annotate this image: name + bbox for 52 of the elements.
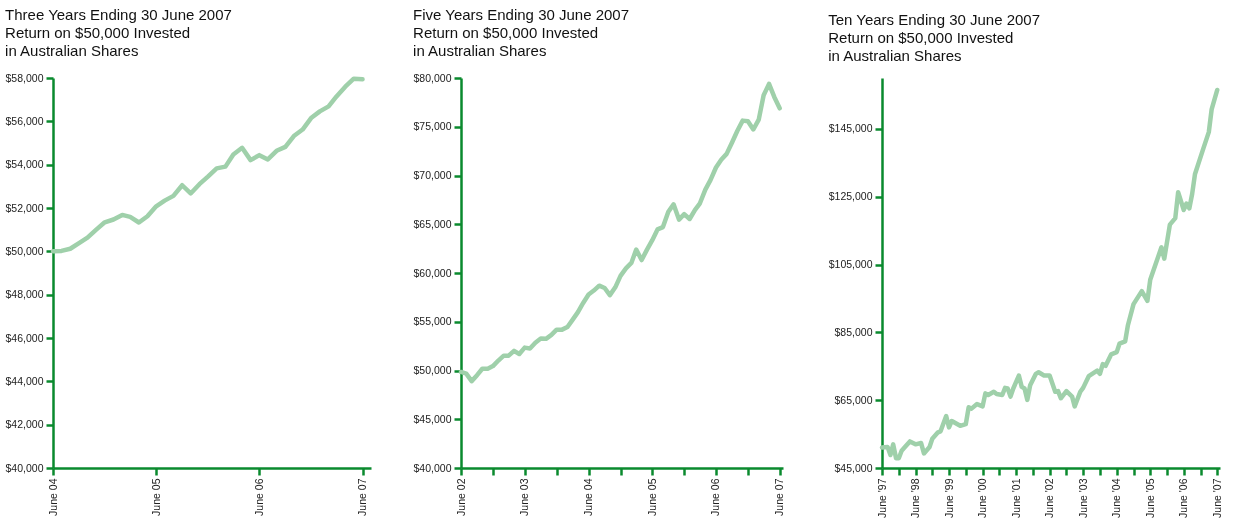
y-tick-label: $48,000 (5, 288, 44, 301)
line-series (879, 87, 1220, 461)
y-tick-label: $42,000 (5, 418, 44, 431)
line-series (458, 81, 782, 384)
y-tick-label: $44,000 (5, 374, 44, 387)
x-tick-label: June 06 (252, 478, 265, 516)
y-tick-label: $50,000 (5, 244, 44, 257)
y-tick-label: $58,000 (5, 71, 44, 84)
y-tick-label: $45,000 (413, 412, 452, 425)
x-tick-label: June 06 (709, 478, 722, 516)
x-tick-label: June '03 (1076, 478, 1089, 518)
x-tick-label: June 05 (645, 478, 658, 516)
x-tick-label: June 05 (149, 478, 162, 516)
y-tick-label: $45,000 (834, 461, 873, 474)
x-tick-label: June 07 (773, 478, 786, 516)
y-tick-label: $65,000 (834, 393, 873, 406)
y-tick-label: $70,000 (413, 169, 452, 181)
x-tick-label: June '04 (1110, 478, 1123, 518)
chart-title: Ten Years Ending 30 June 2007 Return on $50,000 Invested in Australian Shares (828, 11, 1041, 64)
x-tick-label: June '00 (976, 478, 989, 518)
y-tick-label: $56,000 (5, 114, 44, 127)
y-tick-label: $85,000 (834, 325, 873, 338)
x-tick-label: June 04 (582, 478, 595, 516)
y-tick-label: $145,000 (828, 122, 873, 135)
y-tick-label: $60,000 (413, 266, 452, 279)
x-tick-label: June '02 (1043, 478, 1056, 518)
chart-title: Five Years Ending 30 June 2007 Return on $50,000 Invested in Australian Shares (413, 6, 630, 59)
x-tick-label: June '01 (1009, 478, 1022, 518)
y-tick-label: $65,000 (413, 217, 452, 230)
x-tick-label: June 04 (46, 478, 59, 516)
y-tick-label: $54,000 (5, 158, 44, 171)
x-tick-label: June '05 (1143, 478, 1156, 518)
y-tick-label: $46,000 (5, 331, 44, 344)
x-tick-label: June '99 (942, 478, 955, 518)
line-series (50, 76, 365, 254)
x-tick-label: June '06 (1177, 478, 1190, 518)
y-tick-label: $80,000 (413, 71, 452, 84)
x-tick-label: June '07 (1210, 478, 1223, 518)
y-tick-label: $52,000 (5, 201, 44, 214)
y-tick-label: $75,000 (413, 120, 452, 133)
x-tick-label: June '98 (909, 478, 922, 518)
y-tick-label: $40,000 (5, 461, 44, 474)
y-tick-label: $105,000 (828, 258, 873, 271)
x-tick-label: June 02 (454, 478, 467, 516)
chart-title: Three Years Ending 30 June 2007 Return on $50,000 Invested in Australian Shares (5, 6, 232, 59)
x-tick-label: June '97 (875, 478, 888, 518)
y-tick-label: $50,000 (413, 364, 452, 376)
x-tick-label: June 03 (518, 478, 531, 516)
x-tick-label: June 07 (356, 478, 369, 516)
y-tick-label: $40,000 (413, 461, 452, 474)
y-tick-label: $55,000 (413, 315, 452, 328)
y-tick-label: $125,000 (828, 190, 873, 203)
